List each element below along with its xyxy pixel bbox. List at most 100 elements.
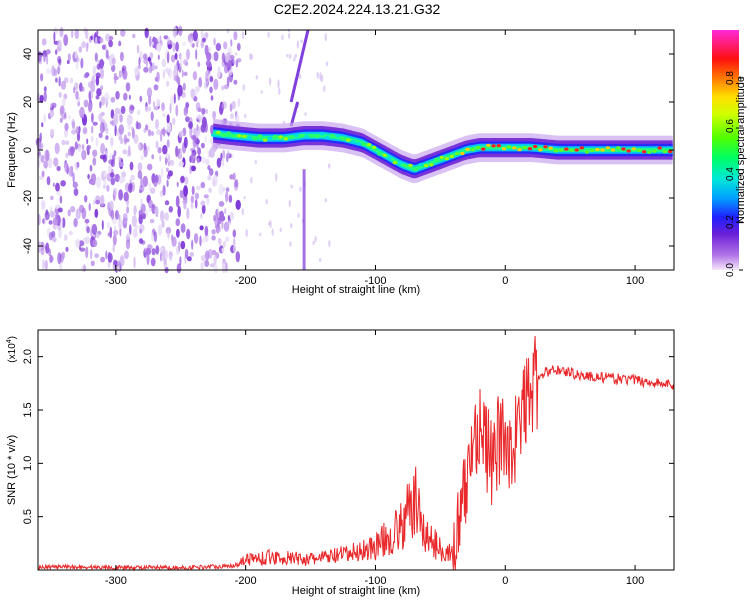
noise-speckle xyxy=(267,31,270,38)
ridge-hotspot xyxy=(382,153,387,157)
noise-speckle xyxy=(213,78,219,91)
vertical-streak-upper xyxy=(289,29,310,103)
noise-speckle xyxy=(243,196,246,200)
noise-speckle xyxy=(58,76,61,87)
noise-speckle xyxy=(120,105,126,115)
ridge-hotspot xyxy=(268,136,273,140)
ridge-hotspot xyxy=(486,143,491,147)
noise-speckle xyxy=(89,164,93,172)
noise-speckle xyxy=(211,229,216,235)
noise-speckle xyxy=(137,170,143,179)
noise-speckle xyxy=(58,228,62,239)
noise-speckle xyxy=(46,53,49,65)
noise-speckle xyxy=(68,166,73,177)
noise-speckle xyxy=(145,248,152,256)
noise-speckle xyxy=(155,119,159,130)
noise-speckle xyxy=(208,187,212,193)
noise-speckle xyxy=(233,243,237,255)
noise-speckle xyxy=(128,145,131,157)
noise-speckle xyxy=(162,185,166,196)
ridge-hotspot xyxy=(667,150,673,154)
ridge-hotspot xyxy=(574,148,579,152)
noise-speckle xyxy=(86,146,90,152)
ridge-hotspot xyxy=(288,135,294,139)
noise-speckle xyxy=(113,73,117,78)
ridge-hotspot xyxy=(211,133,216,137)
noise-speckle xyxy=(120,137,124,145)
ridge-hotspot xyxy=(377,152,382,156)
noise-speckle xyxy=(200,254,206,262)
noise-speckle xyxy=(221,60,225,68)
noise-speckle xyxy=(71,129,77,135)
ridge-hotspot xyxy=(372,145,377,149)
noise-speckle xyxy=(137,109,141,116)
noise-speckle xyxy=(131,215,137,227)
noise-speckle xyxy=(278,87,281,95)
spectrogram-x-tick-label: 0 xyxy=(502,275,508,287)
ridge-hotspot xyxy=(340,137,346,141)
noise-speckle xyxy=(73,218,78,228)
noise-speckle xyxy=(98,113,103,122)
noise-speckle xyxy=(118,214,121,221)
noise-speckle xyxy=(196,157,200,164)
noise-speckle xyxy=(298,73,302,79)
noise-speckle xyxy=(169,252,173,256)
noise-speckle xyxy=(165,158,168,163)
noise-speckle xyxy=(166,167,169,173)
noise-speckle xyxy=(191,185,195,196)
ridge-hotspot xyxy=(616,146,621,150)
snr-y-ticks: 0.5 1.0 1.5 2.0 xyxy=(22,349,674,524)
ridge-hotspot xyxy=(252,137,257,141)
noise-speckle xyxy=(84,236,90,245)
noise-speckle xyxy=(110,159,115,168)
noise-speckle xyxy=(44,149,50,162)
noise-speckle xyxy=(221,247,225,253)
ridge-hotspot xyxy=(647,150,652,154)
ridge-hotspot xyxy=(527,147,533,151)
snr-x-ticks: -300 -200 -100 0 100 xyxy=(105,330,644,587)
noise-speckle xyxy=(183,185,189,197)
noise-speckle xyxy=(211,53,215,61)
noise-speckle xyxy=(191,239,194,250)
ridge-hotspot xyxy=(631,147,636,151)
figure-title: C2E2.2024.224.13.21.G32 xyxy=(274,1,441,17)
noise-speckle xyxy=(47,157,53,169)
noise-speckle xyxy=(200,200,206,206)
noise-speckle xyxy=(41,122,44,128)
snr-x-tick-label: -200 xyxy=(235,575,257,587)
noise-speckle xyxy=(200,142,205,149)
noise-speckle xyxy=(127,131,131,137)
noise-speckle xyxy=(111,57,116,65)
ridge-hotspot xyxy=(475,146,481,150)
noise-speckle xyxy=(123,134,128,145)
colorbar-gradient xyxy=(712,30,739,270)
noise-speckle xyxy=(290,184,293,189)
noise-speckle xyxy=(289,53,292,59)
noise-speckle xyxy=(221,85,225,91)
noise-speckle xyxy=(118,156,122,162)
noise-speckle xyxy=(95,137,99,147)
noise-speckle xyxy=(242,84,245,91)
ridge-hotspot xyxy=(600,148,605,152)
noise-speckle xyxy=(180,147,183,156)
noise-speckle xyxy=(63,234,68,241)
noise-speckle xyxy=(200,261,204,271)
noise-speckle xyxy=(149,52,154,59)
noise-speckle xyxy=(241,31,245,40)
noise-speckle xyxy=(172,26,177,38)
noise-speckle xyxy=(76,161,80,168)
noise-speckle xyxy=(154,207,159,216)
noise-speckle xyxy=(87,173,90,180)
ridge-hotspot xyxy=(449,154,455,159)
ridge-hotspot xyxy=(356,142,361,146)
noise-speckle xyxy=(271,228,274,236)
noise-speckle xyxy=(213,51,219,62)
noise-speckle xyxy=(161,220,165,228)
ridge-hotspot xyxy=(216,130,221,134)
noise-speckle xyxy=(59,195,63,204)
noise-speckle xyxy=(79,247,86,252)
noise-speckle xyxy=(218,183,224,196)
noise-speckle xyxy=(133,205,137,216)
noise-speckle xyxy=(217,66,221,78)
noise-speckle xyxy=(166,37,171,42)
